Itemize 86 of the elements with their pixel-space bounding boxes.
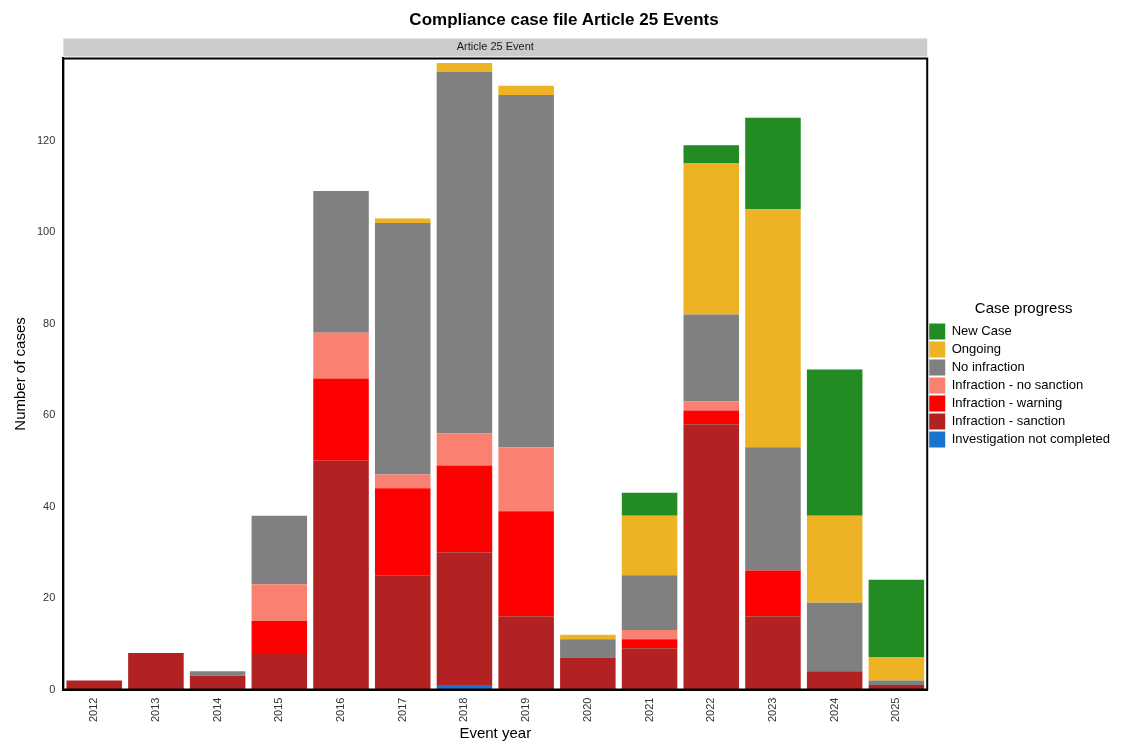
bar bbox=[560, 657, 616, 690]
bar bbox=[806, 671, 863, 690]
bar bbox=[251, 584, 308, 621]
bar bbox=[374, 218, 431, 224]
bar bbox=[251, 652, 308, 690]
legend-label: Investigation not completed bbox=[951, 431, 1111, 447]
y-axis-title: Number of cases bbox=[11, 317, 29, 431]
bar bbox=[66, 680, 122, 690]
x-tick-label: 2019 bbox=[519, 697, 532, 723]
bar bbox=[251, 515, 308, 585]
bar bbox=[313, 191, 369, 333]
bar bbox=[498, 85, 554, 95]
bar bbox=[806, 602, 863, 672]
bar bbox=[621, 515, 678, 576]
bar bbox=[745, 209, 801, 448]
bar bbox=[683, 401, 740, 411]
legend-label: Ongoing bbox=[951, 341, 1001, 357]
bar bbox=[374, 488, 431, 576]
y-tick-label: 60 bbox=[43, 408, 56, 421]
bar bbox=[498, 511, 554, 617]
bar bbox=[621, 575, 678, 631]
bar bbox=[436, 465, 493, 553]
x-tick-label: 2020 bbox=[580, 697, 593, 723]
bar bbox=[621, 648, 678, 690]
x-tick-label: 2022 bbox=[704, 697, 717, 723]
legend-label: New Case bbox=[951, 323, 1012, 339]
bar bbox=[621, 639, 678, 649]
y-tick-label: 80 bbox=[43, 316, 56, 329]
bar bbox=[498, 616, 554, 690]
bar bbox=[189, 671, 246, 676]
bar bbox=[374, 474, 431, 489]
bar bbox=[313, 332, 369, 379]
bar bbox=[313, 378, 369, 461]
y-tick-label: 100 bbox=[36, 225, 56, 238]
bar bbox=[128, 652, 184, 690]
bar bbox=[745, 570, 801, 617]
bar bbox=[436, 62, 493, 73]
bar bbox=[868, 579, 925, 658]
x-axis-title: Event year bbox=[459, 724, 532, 742]
x-tick-label: 2012 bbox=[87, 697, 100, 723]
bar bbox=[745, 616, 801, 690]
x-tick-label: 2021 bbox=[642, 697, 655, 723]
x-tick-label: 2018 bbox=[457, 697, 470, 723]
bar bbox=[436, 72, 493, 434]
x-tick-label: 2025 bbox=[889, 697, 902, 723]
y-tick-label: 20 bbox=[43, 591, 56, 604]
legend-label: No infraction bbox=[951, 359, 1025, 375]
bar bbox=[313, 460, 369, 690]
bar bbox=[745, 447, 801, 571]
x-tick-label: 2024 bbox=[827, 697, 840, 723]
y-tick-label: 120 bbox=[36, 133, 56, 146]
legend-label: Infraction - sanction bbox=[951, 413, 1066, 429]
x-tick-label: 2013 bbox=[148, 697, 161, 723]
bar bbox=[436, 552, 493, 685]
x-tick-label: 2017 bbox=[395, 697, 408, 723]
bar bbox=[621, 492, 678, 516]
bar bbox=[868, 680, 925, 685]
y-tick-label: 0 bbox=[49, 682, 56, 695]
x-tick-label: 2023 bbox=[766, 697, 778, 723]
bar bbox=[436, 433, 493, 466]
bar bbox=[621, 630, 678, 640]
bar bbox=[374, 575, 431, 690]
bar bbox=[806, 515, 863, 603]
bar bbox=[745, 117, 801, 210]
x-tick-label: 2015 bbox=[272, 697, 285, 723]
x-tick-label: 2016 bbox=[334, 697, 347, 723]
bar bbox=[683, 424, 740, 690]
bar bbox=[683, 145, 740, 164]
x-tick-label: 2014 bbox=[210, 697, 223, 723]
bar bbox=[374, 223, 431, 475]
bar bbox=[806, 369, 863, 516]
bar bbox=[498, 94, 554, 448]
bar bbox=[560, 639, 616, 658]
bar bbox=[683, 410, 740, 425]
legend-label: Infraction - warning bbox=[951, 395, 1063, 411]
bar bbox=[868, 657, 925, 681]
chart-title: Compliance case file Article 25 Events bbox=[409, 9, 719, 29]
chart-subtitle: Article 25 Event bbox=[456, 40, 534, 53]
bar bbox=[683, 314, 740, 402]
legend-title: Case progress bbox=[974, 299, 1073, 317]
bar bbox=[251, 620, 308, 653]
bar bbox=[498, 447, 554, 512]
legend-label: Infraction - no sanction bbox=[951, 377, 1084, 393]
bar bbox=[189, 675, 246, 690]
y-tick-label: 40 bbox=[43, 499, 56, 512]
bar bbox=[683, 163, 740, 315]
